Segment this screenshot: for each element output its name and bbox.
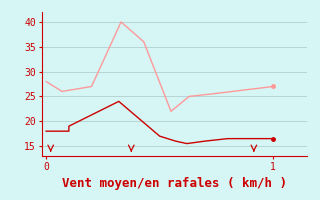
X-axis label: Vent moyen/en rafales ( km/h ): Vent moyen/en rafales ( km/h ) [62,177,287,190]
